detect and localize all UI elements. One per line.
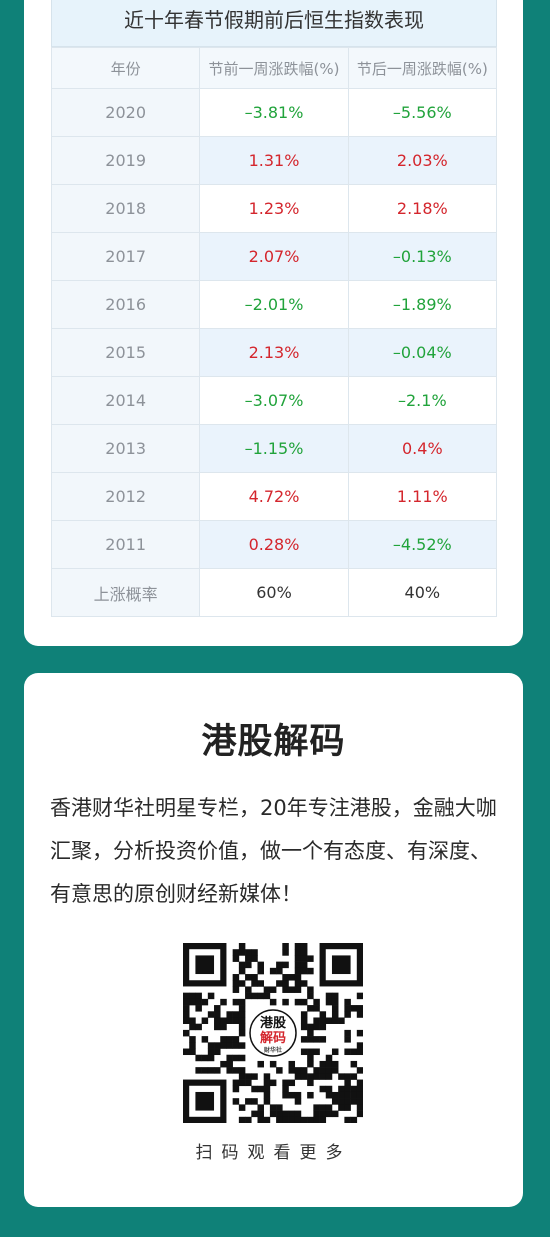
post-week-change-cell: 1.11% — [347, 472, 498, 521]
brand-description: 香港财华社明星专栏，20年专注港股，金融大咖汇聚，分析投资价值，做一个有态度、有… — [50, 796, 497, 906]
year-cell: 2019 — [50, 136, 201, 185]
table-row: 2020 –3.81% –5.56% — [50, 88, 498, 137]
post-week-change-cell: –0.13% — [347, 232, 498, 281]
year-cell: 2017 — [50, 232, 201, 281]
year-cell: 2020 — [50, 88, 201, 137]
post-week-change-cell: 2.03% — [347, 136, 498, 185]
header-year: 年份 — [50, 47, 201, 89]
table-title: 近十年春节假期前后恒生指数表现 — [51, 0, 497, 47]
table-header-row: 年份 节前一周涨跌幅(%) 节后一周涨跌幅(%) — [50, 47, 498, 89]
table-row: 2018 1.23% 2.18% — [50, 184, 498, 233]
year-cell: 2016 — [50, 280, 201, 329]
qr-logo-text: 财华社 — [263, 1046, 282, 1054]
post-week-change-cell: –5.56% — [347, 88, 498, 137]
table-row: 2019 1.31% 2.03% — [50, 136, 498, 185]
pre-week-change-cell: 4.72% — [199, 472, 349, 521]
table-row: 2013 –1.15% 0.4% — [50, 424, 498, 473]
scan-label: 扫码观看更多 — [195, 1143, 352, 1163]
pre-week-change-cell: 1.23% — [199, 184, 349, 233]
summary-post-week: 40% — [347, 568, 498, 617]
pre-week-change-cell: 2.13% — [199, 328, 349, 377]
post-week-change-cell: –2.1% — [347, 376, 498, 425]
year-cell: 2014 — [50, 376, 201, 425]
header-post-week: 节后一周涨跌幅(%) — [347, 47, 498, 89]
table-card: 近十年春节假期前后恒生指数表现 年份 节前一周涨跌幅(%) 节后一周涨跌幅(%)… — [24, 0, 523, 646]
table-row: 2017 2.07% –0.13% — [50, 232, 498, 281]
qr-code-icon[interactable]: 港股 解码 财华社 — [183, 943, 364, 1124]
brand-card: 港股解码 香港财华社明星专栏，20年专注港股，金融大咖汇聚，分析投资价值，做一个… — [24, 673, 523, 1207]
table-row: 2015 2.13% –0.04% — [50, 328, 498, 377]
table-row: 2011 0.28% –4.52% — [50, 520, 498, 569]
pre-week-change-cell: 0.28% — [199, 520, 349, 569]
year-cell: 2013 — [50, 424, 201, 473]
pre-week-change-cell: –3.81% — [199, 88, 349, 137]
table-row: 2014 –3.07% –2.1% — [50, 376, 498, 425]
table-row: 2012 4.72% 1.11% — [50, 472, 498, 521]
summary-label: 上涨概率 — [50, 568, 201, 617]
qr-logo-text: 解码 — [259, 1030, 286, 1046]
post-week-change-cell: –4.52% — [347, 520, 498, 569]
year-cell: 2012 — [50, 472, 201, 521]
year-cell: 2015 — [50, 328, 201, 377]
index-table-wrapper: 近十年春节假期前后恒生指数表现 年份 节前一周涨跌幅(%) 节后一周涨跌幅(%)… — [50, 0, 498, 617]
summary-pre-week: 60% — [199, 568, 349, 617]
pre-week-change-cell: –2.01% — [199, 280, 349, 329]
year-cell: 2018 — [50, 184, 201, 233]
pre-week-change-cell: 1.31% — [199, 136, 349, 185]
pre-week-change-cell: –1.15% — [199, 424, 349, 473]
post-week-change-cell: 0.4% — [347, 424, 498, 473]
qr-logo-text: 港股 — [260, 1015, 286, 1031]
post-week-change-cell: –1.89% — [347, 280, 498, 329]
table-row: 2016 –2.01% –1.89% — [50, 280, 498, 329]
index-table: 年份 节前一周涨跌幅(%) 节后一周涨跌幅(%) 2020 –3.81% –5.56… — [50, 47, 498, 617]
brand-title: 港股解码 — [201, 722, 346, 762]
summary-row: 上涨概率 60% 40% — [50, 568, 498, 617]
post-week-change-cell: –0.04% — [347, 328, 498, 377]
year-cell: 2011 — [50, 520, 201, 569]
header-pre-week: 节前一周涨跌幅(%) — [199, 47, 349, 89]
pre-week-change-cell: 2.07% — [199, 232, 349, 281]
pre-week-change-cell: –3.07% — [199, 376, 349, 425]
post-week-change-cell: 2.18% — [347, 184, 498, 233]
